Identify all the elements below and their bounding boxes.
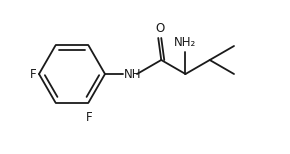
Text: F: F xyxy=(86,111,93,124)
Text: F: F xyxy=(29,67,36,81)
Text: O: O xyxy=(155,22,164,35)
Text: NH: NH xyxy=(124,67,142,81)
Text: NH₂: NH₂ xyxy=(174,36,197,49)
